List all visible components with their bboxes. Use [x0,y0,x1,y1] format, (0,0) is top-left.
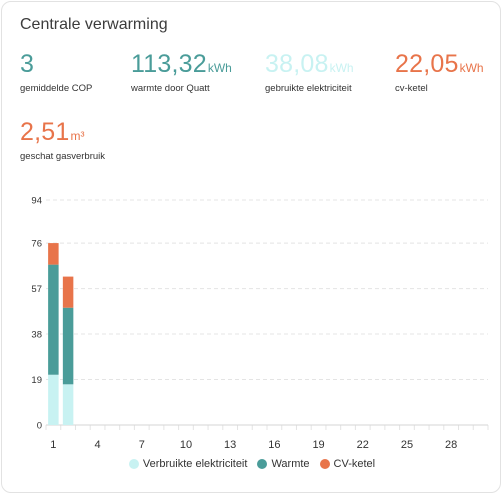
x-tick-label: 16 [268,439,280,451]
x-tick-label: 25 [401,439,413,451]
x-tick-label: 4 [95,439,101,451]
bar-segment-boiler[interactable] [62,276,74,308]
x-tick-label: 19 [312,439,324,451]
legend-label-boiler: CV-ketel [333,458,376,470]
card-title: Centrale verwarming [20,16,168,33]
bar-segment-electricity[interactable] [48,374,59,425]
stat-heat-label: warmte door Quatt [131,83,210,94]
y-tick-label: 76 [31,239,42,250]
stat-gas-value: 2,51 [20,118,70,146]
legend-label-electricity: Verbruikte elektriciteit [142,458,248,470]
x-tick-label: 10 [180,439,192,451]
stat-electricity-value: 38,08 [265,50,329,78]
stat-cop: 3 gemiddelde COP [20,50,92,94]
legend-swatch-boiler [319,459,330,469]
chart-legend: Verbruikte elektriciteit Warmte CV-ketel [0,458,504,470]
stat-electricity-unit: kWh [329,61,354,75]
chart-axes: 0 19 38 57 76 94 1 4 7 10 13 16 19 22 25 28 [31,196,488,451]
stat-boiler: 22,05kWh cv-ketel [395,50,484,94]
stat-electricity: 38,08kWh gebruikte elektriciteit [265,50,354,94]
bar-segment-electricity[interactable] [62,384,74,425]
bar-segment-heat[interactable] [48,264,59,375]
y-tick-label: 94 [31,196,42,207]
y-tick-label: 57 [31,284,42,295]
bar-segment-boiler[interactable] [48,243,59,265]
stat-cop-value: 3 [20,50,35,78]
legend-item-boiler[interactable]: CV-ketel [319,458,376,470]
legend-swatch-electricity [128,459,139,469]
stat-boiler-value: 22,05 [395,50,459,78]
legend-item-electricity[interactable]: Verbruikte elektriciteit [128,458,248,470]
x-tick-label: 28 [445,439,457,451]
x-tick-label: 1 [50,439,56,451]
stat-gas-unit: m³ [70,129,85,143]
stat-gas: 2,51m³ geschat gasverbruik [20,118,105,162]
y-tick-label: 19 [31,375,42,386]
legend-item-heat[interactable]: Warmte [257,458,310,470]
grid-lines [45,199,489,430]
x-tick-label: 13 [224,439,236,451]
stat-heat-unit: kWh [207,61,232,75]
stat-heat-value: 113,32 [131,50,207,78]
stat-electricity-label: gebruikte elektriciteit [265,83,352,94]
legend-swatch-heat [257,459,268,469]
x-tick-label: 22 [357,439,369,451]
legend-label-heat: Warmte [271,458,310,470]
stat-boiler-unit: kWh [459,61,484,75]
x-tick-label: 7 [139,439,145,451]
stat-heat: 113,32kWh warmte door Quatt [131,50,232,94]
y-tick-label: 38 [31,330,42,341]
stat-gas-label: geschat gasverbruik [20,151,106,162]
stat-cop-label: gemiddelde COP [20,83,93,94]
bar-segment-heat[interactable] [62,307,74,385]
bars [48,243,74,425]
y-tick-label: 0 [37,421,42,432]
stat-boiler-label: cv-ketel [395,83,428,94]
